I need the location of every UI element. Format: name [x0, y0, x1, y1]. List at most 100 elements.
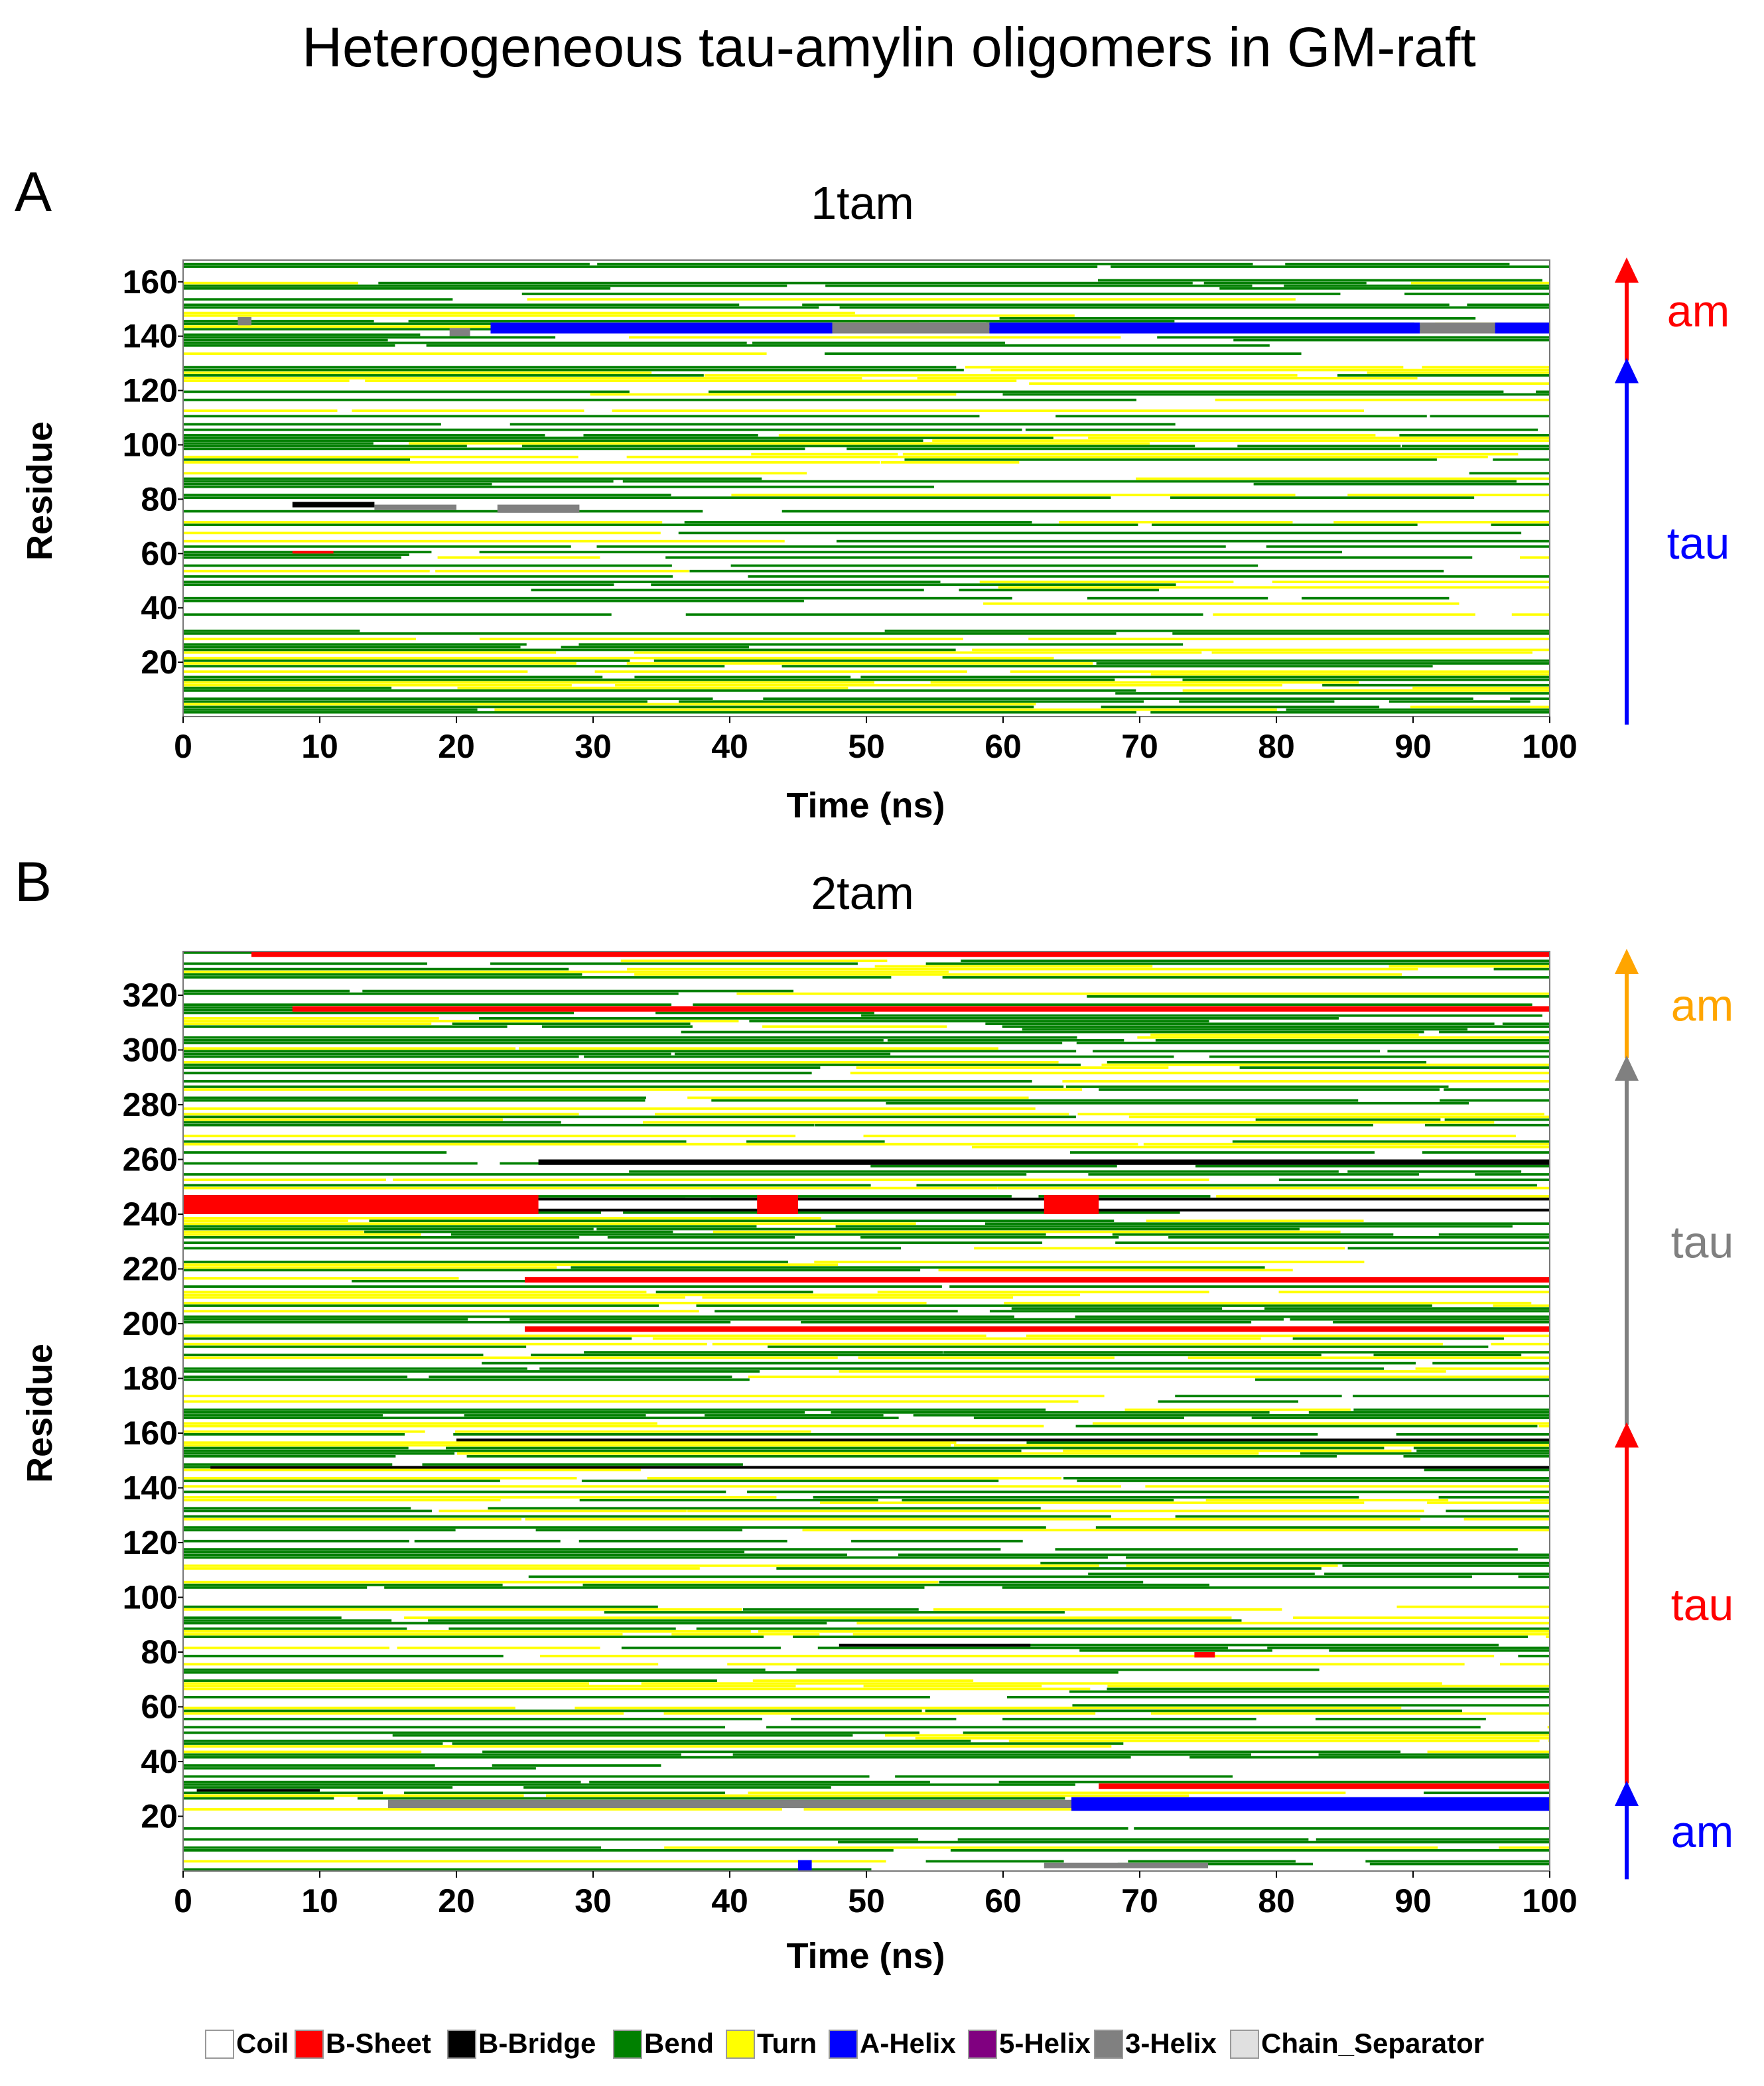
ss-band [183, 1233, 421, 1236]
ss-band [1266, 545, 1550, 548]
ss-band [384, 1586, 925, 1589]
ss-band [183, 1551, 745, 1554]
ss-band [1373, 1354, 1522, 1357]
ss-band [183, 697, 713, 701]
ss-band [817, 1646, 1228, 1649]
ss-band [1213, 613, 1475, 616]
ss-band [183, 1320, 731, 1324]
ss-band [183, 1422, 657, 1425]
ss-band [183, 303, 740, 307]
ss-band [183, 689, 1136, 692]
ss-band [183, 1619, 392, 1622]
ss-band [1333, 1320, 1550, 1324]
ss-band [655, 1113, 1069, 1116]
ss-band [1187, 1356, 1550, 1359]
ss-band [1316, 1838, 1550, 1841]
ss-band [607, 1236, 795, 1239]
ss-band [1088, 1173, 1419, 1176]
ss-band [183, 1827, 1128, 1830]
y-tick-label: 240 [123, 1196, 178, 1233]
ss-band [1087, 995, 1550, 998]
ss-band [183, 1135, 796, 1138]
ss-band [791, 1718, 957, 1720]
ss-band [1055, 1548, 1518, 1551]
ss-band [183, 311, 855, 314]
ss-band [1510, 697, 1550, 701]
ss-band [727, 1663, 1465, 1666]
ss-band [1293, 1616, 1550, 1620]
ss-band [183, 989, 350, 993]
ss-band [183, 1378, 750, 1381]
ss-band [183, 1064, 1081, 1066]
ss-band [183, 656, 1054, 660]
ss-band [1075, 1315, 1550, 1318]
ss-band [1150, 1033, 1419, 1036]
ss-band [836, 539, 1550, 543]
ss-band [183, 1072, 812, 1075]
ss-band [1499, 1846, 1550, 1849]
ss-band [1002, 393, 1550, 396]
ss-band [989, 1310, 1550, 1313]
ss-band [183, 1186, 998, 1190]
ss-band [183, 445, 467, 448]
ss-band [621, 1646, 781, 1649]
y-tick-label: 20 [141, 644, 178, 681]
ss-band [915, 1736, 1550, 1740]
ss-band [655, 1290, 813, 1294]
ss-band [1547, 1726, 1550, 1729]
ss-band [831, 1411, 1270, 1414]
ss-band [1107, 1061, 1427, 1064]
x-tick-label: 50 [848, 728, 885, 765]
ss-band [183, 681, 874, 684]
ss-band [1467, 303, 1550, 307]
ss-band [801, 1320, 1252, 1324]
ss-band [1255, 1118, 1441, 1121]
ss-band [1536, 390, 1550, 393]
ss-band [1070, 1151, 1375, 1154]
legend-swatch [447, 2030, 476, 2059]
ss-band [674, 1052, 891, 1056]
ss-band [183, 1050, 1077, 1053]
legend-label: 5-Helix [999, 2028, 1091, 2059]
ss-band [1324, 1572, 1550, 1576]
ss-band [1422, 1151, 1550, 1154]
ss-band [1182, 678, 1550, 681]
ss-band [979, 581, 1234, 583]
ss-band [1170, 496, 1475, 499]
ss-band [479, 1017, 1339, 1020]
x-tick-label: 80 [1258, 728, 1295, 765]
ss-band [183, 287, 611, 290]
ss-band [1095, 1526, 1550, 1529]
ss-band [482, 1750, 1401, 1754]
ss-band [414, 1539, 561, 1543]
ss-band [352, 409, 584, 412]
ss-band [1069, 1690, 1550, 1693]
ss-band [1415, 1367, 1550, 1370]
ss-band [183, 1682, 590, 1685]
legend-item: 5-Helix [968, 2028, 1091, 2059]
ss-band [183, 553, 409, 556]
ss-band [392, 1734, 853, 1737]
ss-band [749, 1020, 1209, 1022]
ss-band [1284, 284, 1550, 287]
ss-band [693, 1003, 1532, 1007]
ss-band [523, 1786, 831, 1789]
ss-band [752, 341, 1005, 344]
x-tick-label: 0 [174, 1882, 192, 1919]
ss-band [183, 703, 1036, 706]
ss-band [1239, 1066, 1550, 1069]
ss-band [1128, 1115, 1550, 1119]
ss-band [378, 281, 1193, 285]
ss-band [999, 317, 1476, 320]
ss-band [183, 1564, 1099, 1567]
y-tick-label: 100 [123, 1579, 178, 1616]
ss-band [1157, 336, 1550, 339]
ss-band [746, 1140, 885, 1143]
ss-band [183, 1567, 700, 1570]
ss-band [479, 638, 963, 640]
ss-band [183, 962, 427, 965]
ss-band [634, 651, 1202, 654]
ss-band [925, 962, 1550, 965]
ss-band [183, 521, 663, 523]
ss-band [1172, 632, 1550, 635]
